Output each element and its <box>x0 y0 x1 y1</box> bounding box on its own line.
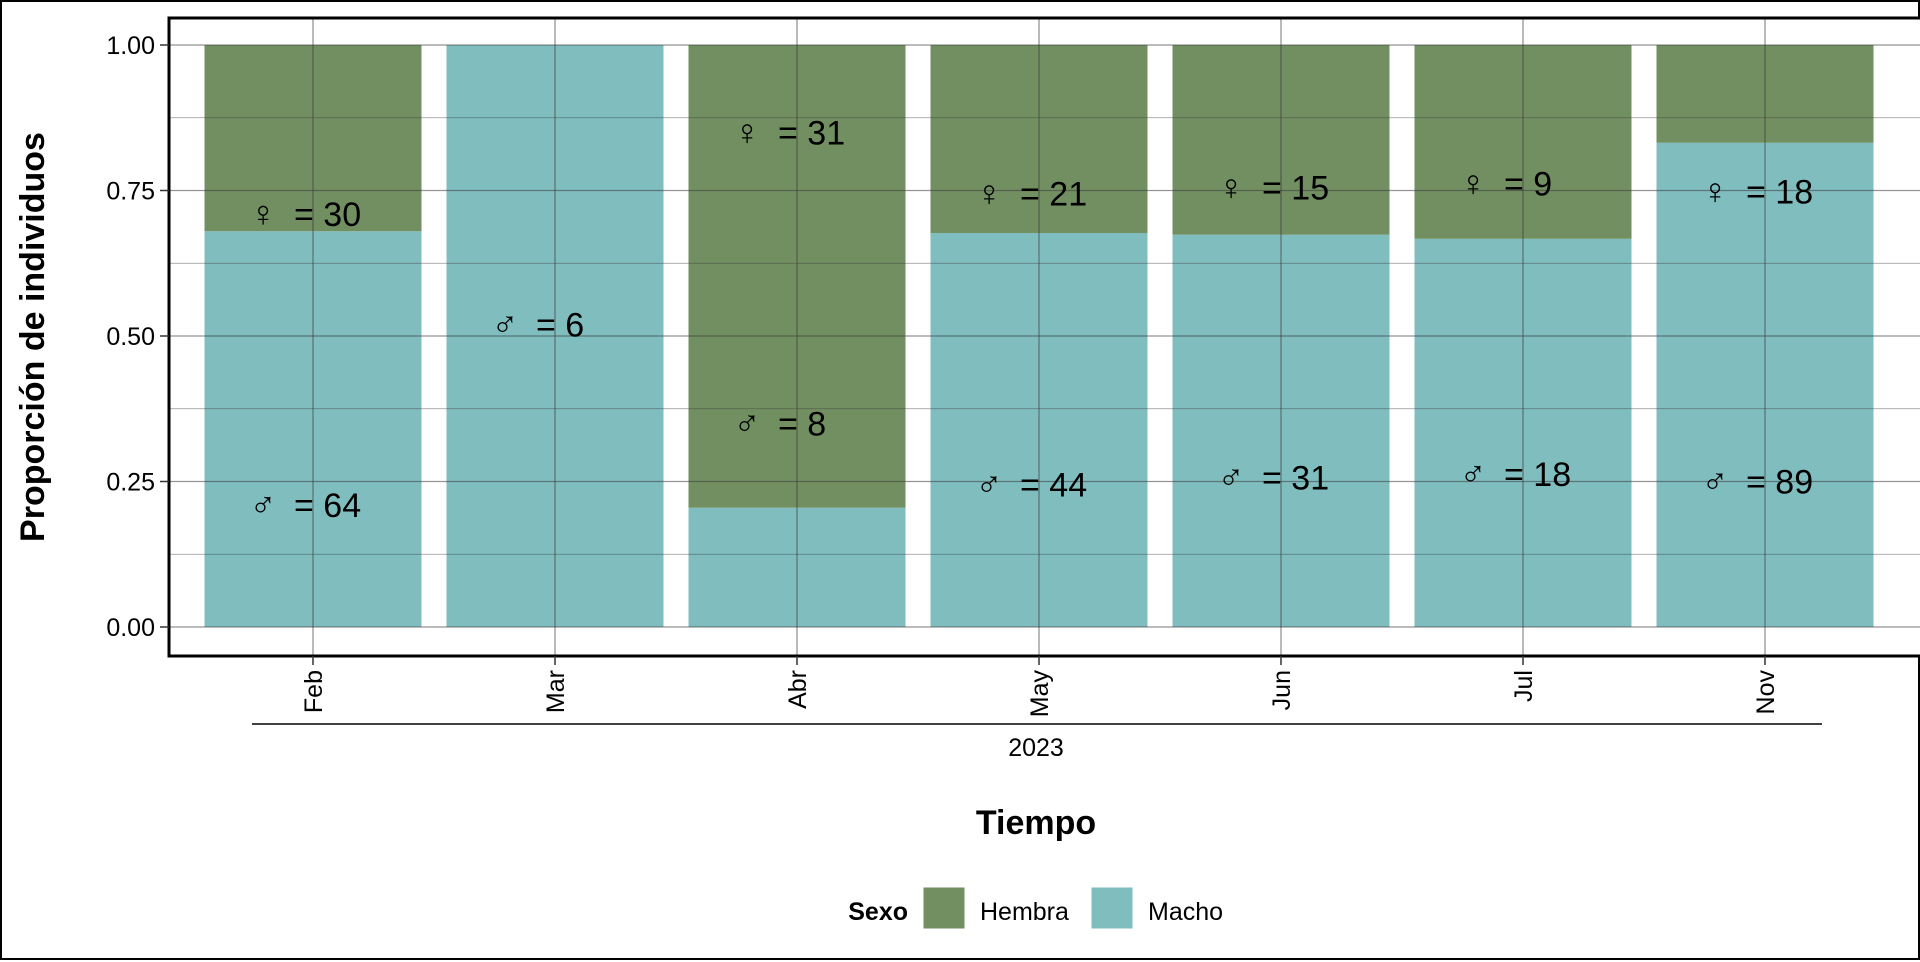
x-axis-title: Tiempo <box>976 804 1096 842</box>
y-tick-label: 0.25 <box>106 469 155 497</box>
bar-label-macho-mar: ♂ = 6 <box>492 303 585 344</box>
male-symbol-icon: ♂ <box>1218 456 1245 497</box>
legend-swatch-hembra <box>922 886 966 930</box>
x-group-label: 2023 <box>1008 734 1064 762</box>
x-tick-label-abr: Abr <box>784 670 812 709</box>
count-label: = 64 <box>294 487 361 525</box>
count-label: = 18 <box>1504 456 1571 494</box>
bar-label-macho-nov: ♂ = 89 <box>1702 461 1814 502</box>
male-symbol-icon: ♂ <box>492 303 519 344</box>
count-label: = 31 <box>1262 459 1329 497</box>
count-label: = 31 <box>778 114 845 152</box>
plot-border <box>167 16 1920 658</box>
bar-label-hembra-may: ♀ = 21 <box>976 172 1088 213</box>
legend-label-macho: Macho <box>1148 898 1223 926</box>
y-tick-label: 0.50 <box>106 323 155 351</box>
legend-title: Sexo <box>848 898 908 926</box>
bar-label-hembra-jul: ♀ = 9 <box>1460 163 1553 204</box>
count-label: = 6 <box>536 306 584 344</box>
legend-label-hembra: Hembra <box>980 898 1069 926</box>
legend: Sexo Hembra Macho <box>848 886 1223 930</box>
female-symbol-icon: ♀ <box>734 111 761 152</box>
bar-label-hembra-nov: ♀ = 18 <box>1702 171 1814 212</box>
female-symbol-icon: ♀ <box>1218 167 1245 208</box>
count-label: = 30 <box>294 196 361 234</box>
count-label: = 18 <box>1746 174 1813 212</box>
bar-label-macho-may: ♂ = 44 <box>976 463 1088 504</box>
bar-label-macho-feb: ♂ = 64 <box>250 484 362 525</box>
grid-layer <box>169 18 1920 656</box>
male-symbol-icon: ♂ <box>1702 461 1729 502</box>
bar-label-macho-jul: ♂ = 18 <box>1460 453 1572 494</box>
female-symbol-icon: ♀ <box>1702 171 1729 212</box>
y-axis: 0.00 0.25 0.50 0.75 1.00 <box>106 32 169 642</box>
bar-label-hembra-abr: ♀ = 31 <box>734 111 846 152</box>
female-symbol-icon: ♀ <box>976 172 1003 213</box>
x-tick-label-nov: Nov <box>1752 670 1780 715</box>
male-symbol-icon: ♂ <box>976 463 1003 504</box>
x-tick-label-jul: Jul <box>1510 670 1538 702</box>
count-label: = 44 <box>1020 466 1087 504</box>
x-tick-label-mar: Mar <box>542 670 570 713</box>
bar-label-macho-jun: ♂ = 31 <box>1218 456 1330 497</box>
count-label: = 21 <box>1020 175 1087 213</box>
x-axis: Feb Mar Abr May Jun Jul Nov <box>300 656 1780 717</box>
count-label: = 89 <box>1746 464 1813 502</box>
count-label: = 8 <box>778 405 826 443</box>
y-tick-label: 0.00 <box>106 614 155 642</box>
legend-swatch-macho <box>1090 886 1134 930</box>
y-tick-label: 1.00 <box>106 32 155 60</box>
x-tick-label-jun: Jun <box>1268 670 1296 710</box>
female-symbol-icon: ♀ <box>1460 163 1487 204</box>
y-axis-title: Proporción de individuos <box>14 132 52 542</box>
count-label: = 9 <box>1504 166 1552 204</box>
bar-label-hembra-jun: ♀ = 15 <box>1218 167 1330 208</box>
x-tick-label-feb: Feb <box>300 670 328 713</box>
bar-label-macho-abr: ♂ = 8 <box>734 402 827 443</box>
count-label: = 15 <box>1262 170 1329 208</box>
bar-label-hembra-feb: ♀ = 30 <box>250 193 362 234</box>
bar-labels-layer: ♂ = 64 ♂ = 6 ♂ = 8 ♂ = 44 ♂ = 31 ♂ = 18 ♂ = 89 ♀ = 30 ♀ =… <box>250 111 1814 524</box>
male-symbol-icon: ♂ <box>250 484 277 525</box>
y-tick-label: 0.75 <box>106 178 155 206</box>
male-symbol-icon: ♂ <box>734 402 761 443</box>
female-symbol-icon: ♀ <box>250 193 277 234</box>
x-tick-label-may: May <box>1026 670 1054 718</box>
male-symbol-icon: ♂ <box>1460 453 1487 494</box>
